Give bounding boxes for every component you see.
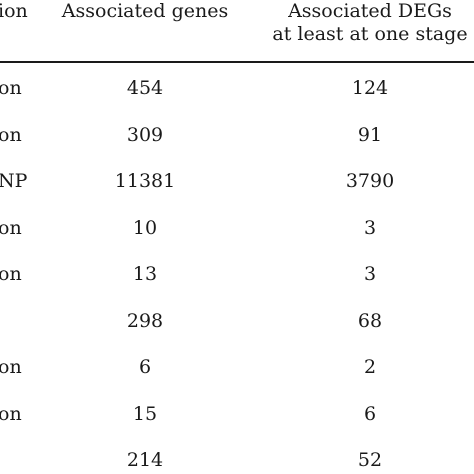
header-rule (0, 61, 474, 63)
associated-genes-cell: 454 (126, 77, 164, 99)
row-label-cell: on (0, 263, 22, 285)
associated-genes-cell: 309 (126, 123, 164, 146)
column-header-associated-genes: Associated genes (61, 0, 229, 22)
column-header-associated-degs: Associated DEGs at least at one stage (272, 0, 468, 45)
associated-degs-cell: 3790 (345, 170, 395, 192)
row-label-cell: on (0, 356, 22, 378)
associated-degs-cell: 124 (351, 77, 389, 99)
row-label-cell: on (0, 216, 22, 239)
associated-genes-cell: 10 (132, 216, 158, 239)
column-header-annotation: ion (0, 0, 28, 22)
row-label-cell: on (0, 123, 22, 146)
associated-degs-cell: 3 (363, 263, 377, 285)
row-label-cell: NP (0, 170, 28, 192)
associated-genes-cell: 298 (126, 309, 164, 332)
associated-degs-cell: 2 (363, 356, 377, 378)
associated-degs-cell: 3 (363, 216, 377, 239)
associated-degs-cell: 6 (363, 402, 377, 425)
associated-genes-cell: 6 (138, 356, 152, 378)
associated-genes-cell: 214 (126, 449, 164, 471)
associated-genes-cell: 15 (132, 402, 158, 425)
associated-degs-cell: 68 (357, 309, 383, 332)
associated-genes-cell: 13 (132, 263, 158, 285)
associated-degs-cell: 91 (357, 123, 383, 146)
associated-genes-cell: 11381 (114, 170, 176, 192)
associated-degs-cell: 52 (357, 449, 383, 471)
row-label-cell: on (0, 402, 22, 425)
row-label-cell: on (0, 77, 22, 99)
